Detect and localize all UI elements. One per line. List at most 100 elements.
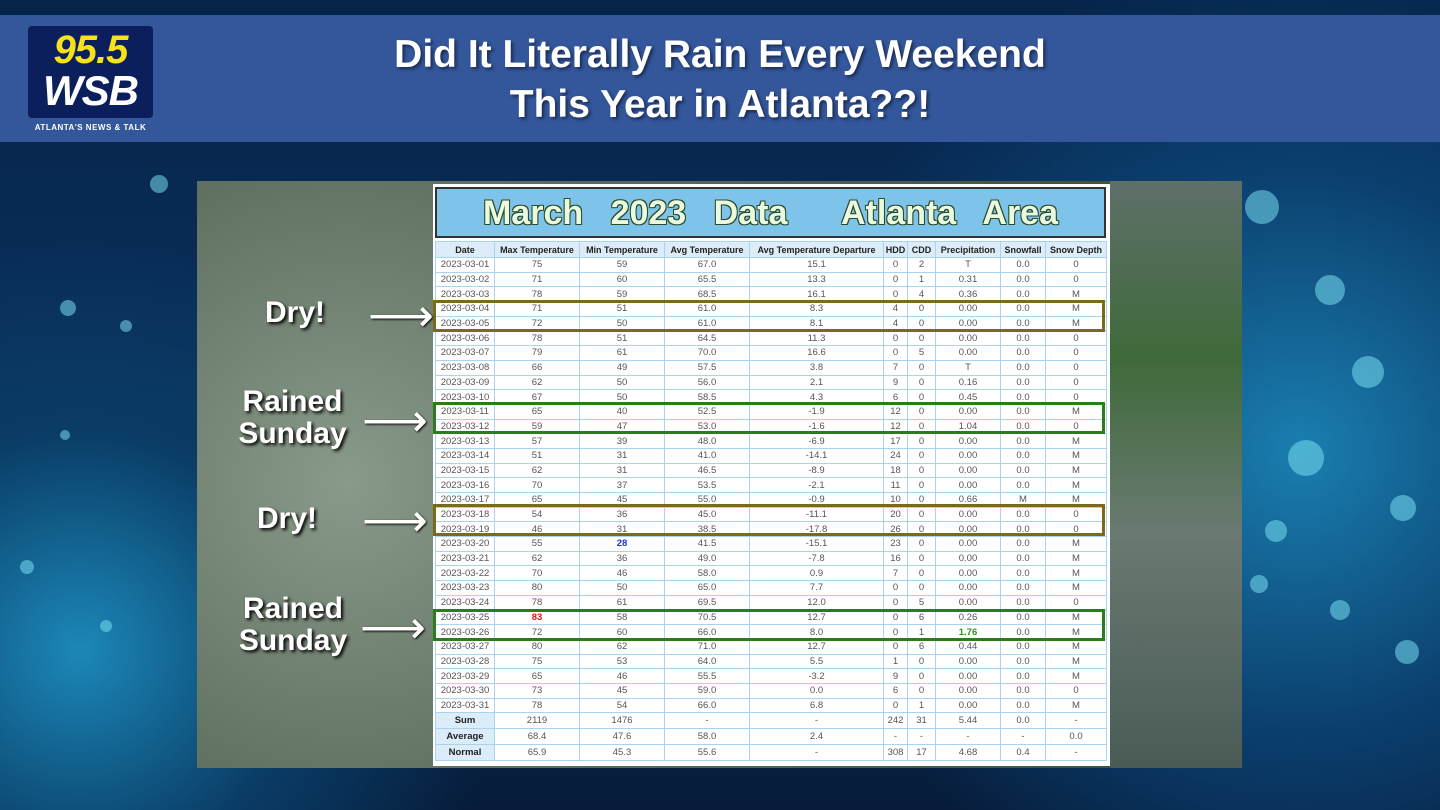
summary-cell: 2.4 <box>749 728 884 746</box>
summary-cell: 68.4 <box>494 728 580 746</box>
table-cell: 5 <box>907 594 936 611</box>
summary-cell: 0.0 <box>1045 728 1107 746</box>
table-cell: 2023-03-13 <box>435 433 495 449</box>
table-cell: 2023-03-06 <box>435 330 495 347</box>
table-row: 2023-03-04 71 51 61.0 8.3 4 0 0.00 0.0 M <box>435 301 1107 317</box>
table-cell: 80 <box>494 580 580 596</box>
table-cell: 2023-03-15 <box>435 462 495 479</box>
table-cell: 39 <box>579 433 665 449</box>
table-cell: 0 <box>907 447 936 464</box>
table-cell: -8.9 <box>749 462 884 479</box>
table-cell: 0.00 <box>935 697 1001 714</box>
table-cell: M <box>1045 477 1107 493</box>
table-row: 2023-03-26 72 60 66.0 8.0 0 1 1.76 0.0 M <box>435 624 1107 640</box>
table-cell: 65.5 <box>664 271 750 288</box>
table-cell: 0.00 <box>935 682 1001 699</box>
table-cell: -2.1 <box>749 477 884 493</box>
table-row: 2023-03-14 51 31 41.0 -14.1 24 0 0.00 0.0 M <box>435 447 1107 464</box>
table-cell: 0.0 <box>1000 697 1046 714</box>
table-cell: 23 <box>883 536 908 552</box>
table-cell: 0.0 <box>1000 374 1046 391</box>
column-header: Snow Depth <box>1045 241 1107 258</box>
table-cell: 59 <box>579 257 665 273</box>
table-cell: 0.00 <box>935 594 1001 611</box>
table-cell: 0.00 <box>935 565 1001 582</box>
table-row: 2023-03-18 54 36 45.0 -11.1 20 0 0.00 0.0 0 <box>435 506 1107 523</box>
summary-cell: 308 <box>883 744 908 762</box>
table-cell: 16.6 <box>749 345 884 361</box>
summary-cell: 31 <box>907 712 936 730</box>
table-cell: 62 <box>494 550 580 567</box>
table-cell: 28 <box>579 536 665 552</box>
table-cell: 0.0 <box>1000 682 1046 699</box>
summary-row: Average 68.4 47.6 58.0 2.4- - - -0.0 <box>435 728 1107 746</box>
page-title: Did It Literally Rain Every Weekend This… <box>300 30 1140 130</box>
table-cell: 2023-03-16 <box>435 477 495 493</box>
table-cell: 6 <box>907 638 936 655</box>
summary-cell: - <box>907 728 936 746</box>
table-cell: 57.5 <box>664 359 750 376</box>
table-cell: 13.3 <box>749 271 884 288</box>
table-cell: 0.0 <box>1000 345 1046 361</box>
table-cell: 0.0 <box>1000 638 1046 655</box>
table-cell: 55 <box>494 536 580 552</box>
table-cell: 0.0 <box>1000 580 1046 596</box>
table-row: 2023-03-25 83 58 70.5 12.7 0 6 0.26 0.0 M <box>435 609 1107 626</box>
table-cell: 2023-03-09 <box>435 374 495 391</box>
table-cell: 0.0 <box>1000 565 1046 582</box>
table-cell: 11.3 <box>749 330 884 347</box>
table-cell: 5.5 <box>749 653 884 670</box>
table-cell: 0 <box>1045 345 1107 361</box>
table-cell: 2 <box>907 257 936 273</box>
table-row: 2023-03-21 62 36 49.0 -7.8 16 0 0.00 0.0 M <box>435 550 1107 567</box>
table-cell: M <box>1045 653 1107 670</box>
summary-row: Sum 2119 1476- -242 31 5.44 0.0- <box>435 712 1107 730</box>
table-cell: 2023-03-27 <box>435 638 495 655</box>
table-cell: -3.2 <box>749 668 884 684</box>
table-cell: 2.1 <box>749 374 884 391</box>
table-cell: 59.0 <box>664 682 750 699</box>
table-row: 2023-03-16 70 37 53.5 -2.1 11 0 0.00 0.0 M <box>435 477 1107 493</box>
annotation-label-rain-1: Rained Sunday <box>238 385 347 450</box>
table-row: 2023-03-28 75 53 64.0 5.5 1 0 0.00 0.0 M <box>435 653 1107 670</box>
table-cell: 2023-03-20 <box>435 536 495 552</box>
table-cell: M <box>1045 536 1107 552</box>
table-cell: M <box>1045 462 1107 479</box>
table-cell: 0 <box>907 374 936 391</box>
table-row: 2023-03-05 72 50 61.0 8.1 4 0 0.00 0.0 M <box>435 315 1107 332</box>
table-row: 2023-03-06 78 51 64.5 11.3 0 0 0.00 0.0 0 <box>435 330 1107 347</box>
table-cell: 0.00 <box>935 433 1001 449</box>
table-cell: -6.9 <box>749 433 884 449</box>
summary-cell: 58.0 <box>664 728 750 746</box>
table-cell: 9 <box>883 668 908 684</box>
table-cell: 61 <box>579 594 665 611</box>
logo-tagline: ATLANTA'S NEWS & TALK <box>34 123 147 132</box>
table-cell: 53 <box>579 653 665 670</box>
table-cell: 62 <box>579 638 665 655</box>
table-cell: 0.00 <box>935 550 1001 567</box>
table-cell: 0.0 <box>1000 359 1046 376</box>
table-cell: 0 <box>907 653 936 670</box>
table-cell: 0 <box>907 359 936 376</box>
table-cell: 57 <box>494 433 580 449</box>
table-cell: 64.5 <box>664 330 750 347</box>
table-cell: 0.31 <box>935 271 1001 288</box>
table-cell: 5 <box>907 345 936 361</box>
table-cell: 31 <box>579 462 665 479</box>
column-header: Date <box>435 241 495 258</box>
table-cell: M <box>1045 580 1107 596</box>
rain-window-background-right <box>1110 181 1242 768</box>
table-cell: 2023-03-22 <box>435 565 495 582</box>
table-row: 2023-03-15 62 31 46.5 -8.9 18 0 0.00 0.0 M <box>435 462 1107 479</box>
table-cell: M <box>1045 550 1107 567</box>
table-cell: M <box>1045 447 1107 464</box>
table-cell: 7 <box>883 359 908 376</box>
table-cell: 0.16 <box>935 374 1001 391</box>
table-cell: 0.0 <box>1000 536 1046 552</box>
table-cell: 49 <box>579 359 665 376</box>
table-cell: 0 <box>907 330 936 347</box>
table-cell: 0 <box>883 580 908 596</box>
table-cell: 75 <box>494 257 580 273</box>
table-cell: 41.5 <box>664 536 750 552</box>
table-row: 2023-03-29 65 46 55.5 -3.2 9 0 0.00 0.0 M <box>435 668 1107 684</box>
